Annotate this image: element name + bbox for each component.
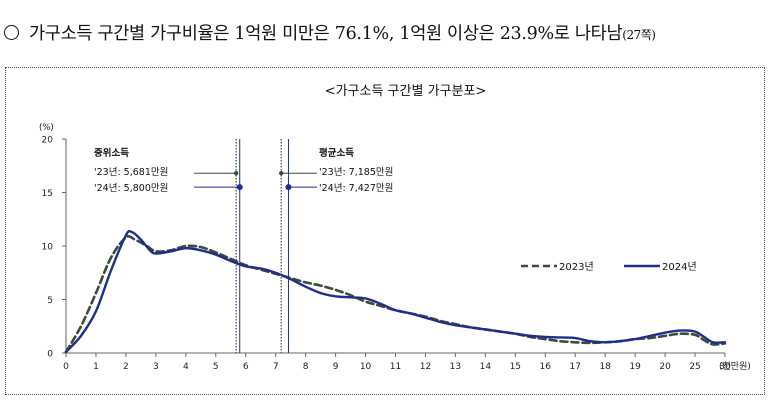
x-tick-label: 0 — [63, 362, 69, 372]
y-tick-label: 10 — [42, 243, 54, 253]
x-tick-label: 10 — [360, 362, 372, 372]
y-tick-label: 15 — [42, 189, 53, 199]
mean-label-2024: '24년: 7,427만원 — [319, 183, 393, 194]
y-axis-unit-label: (%) — [39, 123, 54, 133]
y-tick-label: 0 — [47, 350, 53, 360]
x-tick-label: 9 — [333, 362, 339, 372]
headline-page-reference: (27쪽) — [622, 28, 656, 42]
x-tick-label: 13 — [450, 362, 461, 372]
median-heading: 중위소득 — [94, 147, 129, 159]
x-tick-label: 5 — [213, 362, 219, 372]
median-marker-2023 — [233, 171, 239, 176]
chart-title: <가구소득 구간별 가구분포> — [325, 84, 487, 99]
y-tick-label: 20 — [42, 136, 54, 146]
chart-box: <가구소득 구간별 가구분포> (%) 0 5 10 15 20 0 1 2 3 4 5 6 7 8 9 10 11… — [5, 67, 765, 395]
x-tick-label: 16 — [540, 362, 552, 372]
series-line-2024 — [64, 229, 727, 354]
mean-marker-2023 — [279, 171, 284, 176]
x-tick-label: 20 — [659, 362, 671, 372]
mean-label-2023: '23년: 7,185만원 — [319, 167, 393, 178]
x-tick-label: 11 — [390, 362, 401, 372]
x-tick-label: 2 — [123, 362, 129, 372]
x-axis-unit-label: (천만원) — [719, 361, 751, 372]
headline: 가구소득 구간별 가구비율은 1억원 미만은 76.1%, 1억원 이상은 23… — [4, 20, 769, 50]
median-label-2023: '23년: 5,681만원 — [94, 167, 168, 178]
circle-bullet-icon — [4, 25, 19, 40]
x-tick-label: 1 — [93, 362, 99, 372]
mean-heading: 평균소득 — [319, 147, 354, 159]
x-tick-label: 6 — [243, 362, 249, 372]
x-tick-label: 4 — [183, 362, 189, 372]
x-tick-label: 18 — [599, 362, 611, 372]
headline-text: 가구소득 구간별 가구비율은 1억원 미만은 76.1%, 1억원 이상은 23… — [29, 24, 623, 44]
x-tick-label: 12 — [420, 362, 431, 372]
x-tick-label: 7 — [273, 362, 279, 372]
x-tick-label: 8 — [303, 362, 309, 372]
x-tick-label: 30 — [719, 362, 731, 372]
x-tick-label: 17 — [570, 362, 581, 372]
x-tick-label: 15 — [510, 362, 521, 372]
x-tick-label: 14 — [480, 362, 492, 372]
median-label-2024: '24년: 5,800만원 — [94, 183, 168, 194]
x-tick-label: 25 — [689, 362, 700, 372]
x-tick-label: 3 — [153, 362, 159, 372]
y-tick-label: 5 — [47, 296, 53, 306]
legend-label-2024: 2024년 — [662, 261, 697, 273]
median-marker-2024 — [236, 184, 243, 191]
mean-marker-2024 — [285, 184, 292, 191]
legend-label-2023: 2023년 — [559, 261, 594, 273]
x-tick-label: 19 — [629, 362, 641, 372]
